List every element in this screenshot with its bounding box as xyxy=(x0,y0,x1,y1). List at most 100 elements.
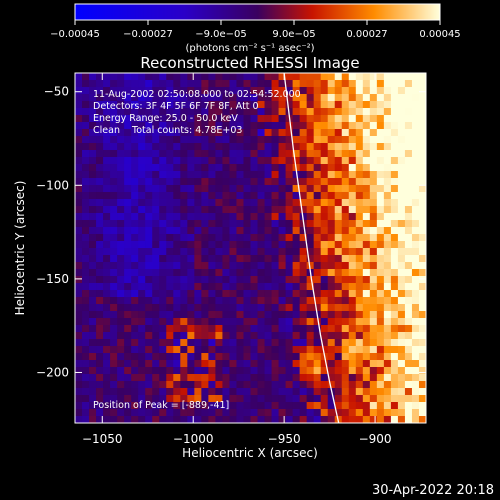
heatmap-cell xyxy=(222,192,230,200)
heatmap-cell xyxy=(264,136,272,144)
heatmap-cell xyxy=(82,136,90,144)
heatmap-cell xyxy=(145,234,153,242)
heatmap-cell xyxy=(229,304,237,312)
heatmap-cell xyxy=(208,311,216,319)
heatmap-cell xyxy=(236,416,244,423)
heatmap-cell xyxy=(208,402,216,410)
heatmap-cell xyxy=(264,360,272,368)
heatmap-cell xyxy=(138,164,146,172)
heatmap-cell xyxy=(110,108,118,116)
heatmap-cell xyxy=(348,367,357,375)
heatmap-cell xyxy=(355,283,364,291)
heatmap-cell xyxy=(341,318,350,326)
heatmap-cell xyxy=(243,367,251,375)
heatmap-cell xyxy=(103,283,111,291)
heatmap-cell xyxy=(117,367,125,375)
heatmap-cell xyxy=(131,262,139,270)
heatmap-cell xyxy=(411,353,420,361)
heatmap-cell xyxy=(404,290,413,298)
heatmap-cell xyxy=(208,269,216,277)
heatmap-cell xyxy=(390,171,399,179)
heatmap-cell xyxy=(138,171,146,179)
heatmap-cell xyxy=(383,122,392,130)
heatmap-cell xyxy=(194,290,202,298)
heatmap-cell xyxy=(383,227,392,235)
heatmap-cell xyxy=(138,129,146,137)
heatmap-cell xyxy=(250,157,258,165)
heatmap-cell xyxy=(285,248,294,256)
heatmap-cell xyxy=(187,304,195,312)
heatmap-cell xyxy=(138,213,146,221)
heatmap-cell xyxy=(145,171,153,179)
heatmap-cell xyxy=(89,290,97,298)
heatmap-cell xyxy=(390,199,399,207)
heatmap-cell xyxy=(362,395,371,403)
heatmap-cell xyxy=(341,129,350,137)
heatmap-cell xyxy=(138,94,146,102)
heatmap-cell xyxy=(82,129,90,137)
heatmap-cell xyxy=(145,318,153,326)
heatmap-cell xyxy=(362,108,371,116)
heatmap-cell xyxy=(278,388,286,396)
heatmap-cell xyxy=(383,304,392,312)
heatmap-cell xyxy=(89,87,97,95)
heatmap-cell xyxy=(320,416,329,423)
heatmap-cell xyxy=(201,374,209,382)
heatmap-cell xyxy=(362,290,371,298)
heatmap-cell xyxy=(250,178,258,186)
heatmap-cell xyxy=(152,388,160,396)
heatmap-cell xyxy=(257,416,265,423)
heatmap-cell xyxy=(404,171,413,179)
heatmap-cell xyxy=(320,374,329,382)
heatmap-cell xyxy=(411,402,420,410)
heatmap-cell xyxy=(187,360,195,368)
heatmap-cell xyxy=(264,178,272,186)
heatmap-cell xyxy=(173,325,181,333)
heatmap-cell xyxy=(341,290,350,298)
heatmap-cell xyxy=(397,381,406,389)
heatmap-cell xyxy=(313,192,322,200)
heatmap-cell xyxy=(320,346,329,354)
heatmap-cell xyxy=(201,311,209,319)
heatmap-cell xyxy=(110,129,118,137)
heatmap-cell xyxy=(376,360,385,368)
heatmap-cell xyxy=(222,374,230,382)
heatmap-cell xyxy=(173,185,181,193)
heatmap-cell xyxy=(180,325,188,333)
heatmap-cell xyxy=(145,297,153,305)
heatmap-cell xyxy=(159,94,167,102)
heatmap-cell xyxy=(201,276,209,284)
heatmap-cell xyxy=(166,122,174,130)
heatmap-cell xyxy=(341,409,350,417)
heatmap-cell xyxy=(341,234,350,242)
heatmap-cell xyxy=(159,276,167,284)
heatmap-cell xyxy=(166,262,174,270)
heatmap-cell xyxy=(404,213,413,221)
heatmap-cell xyxy=(236,129,244,137)
heatmap-cell xyxy=(264,192,272,200)
heatmap-cell xyxy=(327,178,336,186)
heatmap-cell xyxy=(180,136,188,144)
heatmap-cell xyxy=(96,360,104,368)
heatmap-cell xyxy=(96,248,104,256)
heatmap-cell xyxy=(117,94,125,102)
heatmap-cell xyxy=(215,283,223,291)
heatmap-cell xyxy=(299,178,308,186)
heatmap-cell xyxy=(362,213,371,221)
heatmap-cell xyxy=(208,248,216,256)
heatmap-cell xyxy=(82,143,90,151)
heatmap-cell xyxy=(299,381,308,389)
heatmap-cell xyxy=(383,409,392,417)
heatmap-cell xyxy=(411,129,420,137)
heatmap-cell xyxy=(376,304,385,312)
heatmap-cell xyxy=(138,276,146,284)
heatmap-cell xyxy=(418,129,426,137)
heatmap-cell xyxy=(271,360,279,368)
heatmap-cell xyxy=(306,290,315,298)
heatmap-cell xyxy=(369,269,378,277)
heatmap-cell xyxy=(194,213,202,221)
heatmap-cell xyxy=(117,157,125,165)
heatmap-cell xyxy=(194,80,202,88)
heatmap-cell xyxy=(383,269,392,277)
heatmap-cell xyxy=(278,129,286,137)
